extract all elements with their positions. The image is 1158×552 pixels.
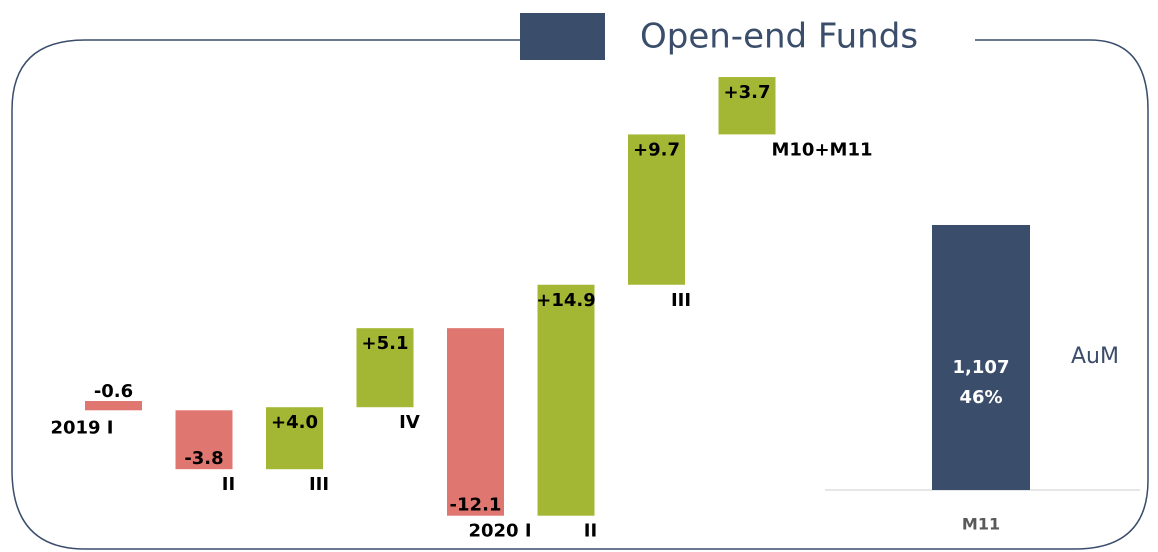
category-label: III [671, 290, 691, 311]
value-label: -12.1 [450, 495, 502, 516]
bar [628, 134, 685, 285]
bar [175, 410, 233, 470]
value-label: +14.9 [536, 290, 596, 311]
bar [266, 407, 323, 470]
chart-title: Open-end Funds [640, 17, 918, 57]
bar [718, 77, 776, 135]
total-label: AuM [1071, 344, 1119, 369]
total-category-label: M11 [962, 515, 1000, 534]
bar [447, 328, 504, 516]
category-label: 2019 I [50, 417, 113, 438]
total-value-label: 1,107 [953, 357, 1010, 378]
bar [537, 284, 595, 516]
category-label: II [584, 521, 597, 542]
total-bar [932, 224, 1030, 491]
value-label: +4.0 [271, 412, 318, 433]
value-label: +9.7 [633, 139, 680, 160]
value-label: +3.7 [724, 82, 771, 103]
value-label: -0.6 [94, 381, 133, 402]
value-label: +5.1 [362, 333, 409, 354]
category-label: III [309, 474, 329, 495]
bar [356, 328, 414, 408]
category-label: II [222, 474, 235, 495]
frame [11, 39, 1149, 550]
value-label: -3.8 [184, 448, 223, 469]
total-share-label: 46% [959, 387, 1002, 408]
category-label: IV [399, 412, 420, 433]
category-label: M10+M11 [772, 139, 873, 160]
title-box [520, 13, 605, 60]
bar [85, 401, 142, 411]
category-label: 2020 I [468, 521, 531, 542]
